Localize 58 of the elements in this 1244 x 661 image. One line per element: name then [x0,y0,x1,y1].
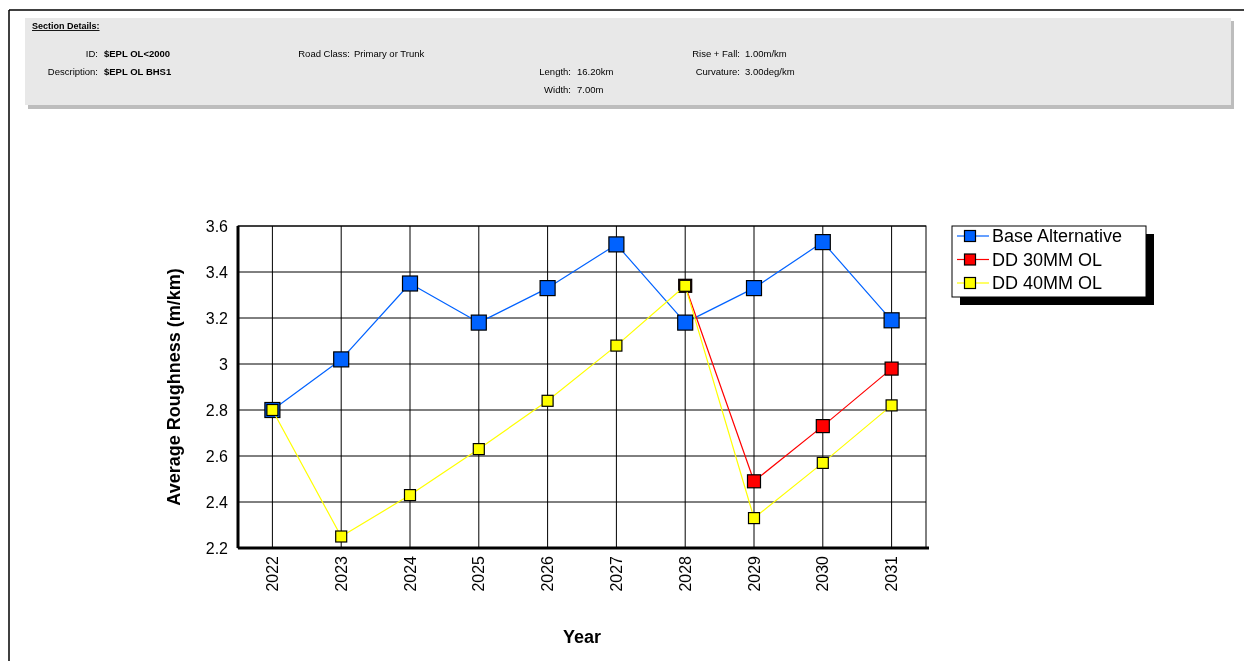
point [608,236,625,253]
legend-label: DD 40MM OL [992,273,1103,294]
text: $EPL OL<2000 [104,48,171,59]
text: 16.20km [577,66,614,77]
point [472,443,485,456]
point [610,339,623,352]
y-tick-label: 3.6 [205,217,229,235]
x-tick-label: 2031 [883,555,901,592]
point [883,312,900,329]
y-tick-label: 2.2 [205,539,229,557]
point [335,530,348,543]
text: ID: [85,48,98,59]
x-tick-label: 2029 [745,555,763,592]
text: Curvature: [695,66,740,77]
point [403,489,417,502]
point [539,280,556,297]
point [816,456,829,469]
text: Section Details: [32,21,100,31]
y-tick-label: 2.8 [205,401,229,419]
x-tick-label: 2022 [264,555,281,592]
text: Length: [539,66,571,77]
x-tick-label: 2028 [676,555,694,592]
x-tick-label: 2026 [539,555,557,592]
text: Road Class: [298,48,350,59]
text: 7.00m [577,84,604,95]
text: Rise + Fall: [692,48,740,59]
point [401,275,419,292]
text: $EPL OL BHS1 [104,66,172,77]
y-tick-label: 3 [219,355,229,373]
legend-label: Base Alternative [992,226,1123,247]
text: Primary or Trunk [354,48,425,59]
point [747,512,761,525]
text: Width: [544,84,571,95]
text: 1.00m/km [745,48,787,59]
y-axis-title: Average Roughness (m/km) [164,268,184,506]
point [815,419,830,434]
point [677,314,694,331]
y-tick-label: 2.6 [205,447,229,465]
point [333,351,350,368]
point [746,474,762,489]
text: Description: [47,66,98,77]
point [814,234,831,251]
x-tick-label: 2024 [401,555,419,592]
x-axis-title: Year [562,627,602,647]
x-tick-label: 2027 [608,555,625,592]
point [470,314,487,331]
y-tick-label: 2.4 [205,493,229,511]
point [884,361,899,376]
x-tick-label: 2023 [332,555,350,592]
point [745,280,763,297]
y-tick-label: 3.4 [205,263,229,281]
x-tick-label: 2025 [470,555,488,592]
text: 3.00deg/km [745,66,795,77]
point [541,394,554,407]
point [885,399,898,412]
x-tick-label: 2030 [814,555,832,592]
legend-label: DD 30MM OL [992,249,1103,270]
y-tick-label: 3.2 [205,309,229,327]
